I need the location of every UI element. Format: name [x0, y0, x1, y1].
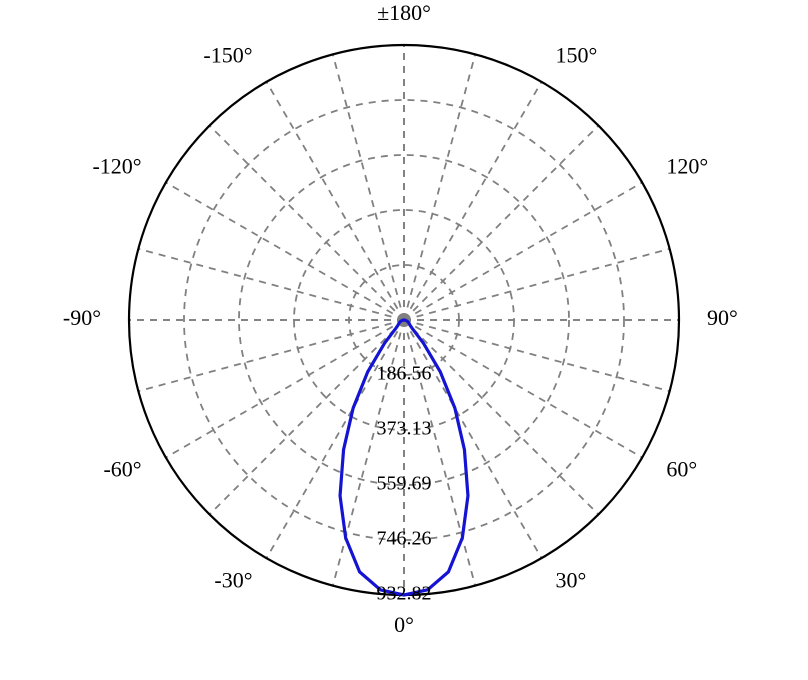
angle-label: 120°	[666, 154, 708, 179]
polar-chart: 186.56 373.13 559.69 746.26 932.82 0° 30° 60° 90…	[0, 0, 808, 680]
grid-spoke	[210, 320, 404, 514]
angle-label: -150°	[203, 43, 252, 68]
grid-spoke	[333, 54, 404, 320]
radial-tick-label: 559.69	[377, 473, 432, 495]
grid-spoke	[166, 320, 404, 458]
angle-label: -90°	[63, 305, 101, 330]
radial-tick-label: 932.82	[377, 583, 432, 605]
grid-spoke	[404, 82, 542, 320]
grid-spoke	[267, 82, 405, 320]
angle-label: -120°	[92, 154, 141, 179]
angle-label: 60°	[666, 457, 697, 482]
angle-label: 0°	[394, 612, 414, 637]
radial-tick-label: 373.13	[377, 418, 432, 440]
grid-spoke	[404, 320, 642, 458]
grid-spoke	[404, 54, 475, 320]
radial-tick-label: 746.26	[377, 528, 432, 550]
grid-spoke	[138, 249, 404, 320]
grid-spoke	[210, 126, 404, 320]
grid-spoke	[404, 320, 598, 514]
angle-label: -30°	[214, 567, 252, 592]
grid-spoke	[404, 249, 670, 320]
grid-spoke	[404, 126, 598, 320]
grid-spoke	[166, 183, 404, 321]
angle-label: -60°	[103, 457, 141, 482]
angle-label: 150°	[556, 43, 598, 68]
grid-spoke	[404, 183, 642, 321]
angle-label: 90°	[707, 305, 738, 330]
radial-tick-label: 186.56	[377, 363, 432, 385]
angle-label: ±180°	[377, 0, 431, 25]
angle-label: 30°	[556, 567, 587, 592]
